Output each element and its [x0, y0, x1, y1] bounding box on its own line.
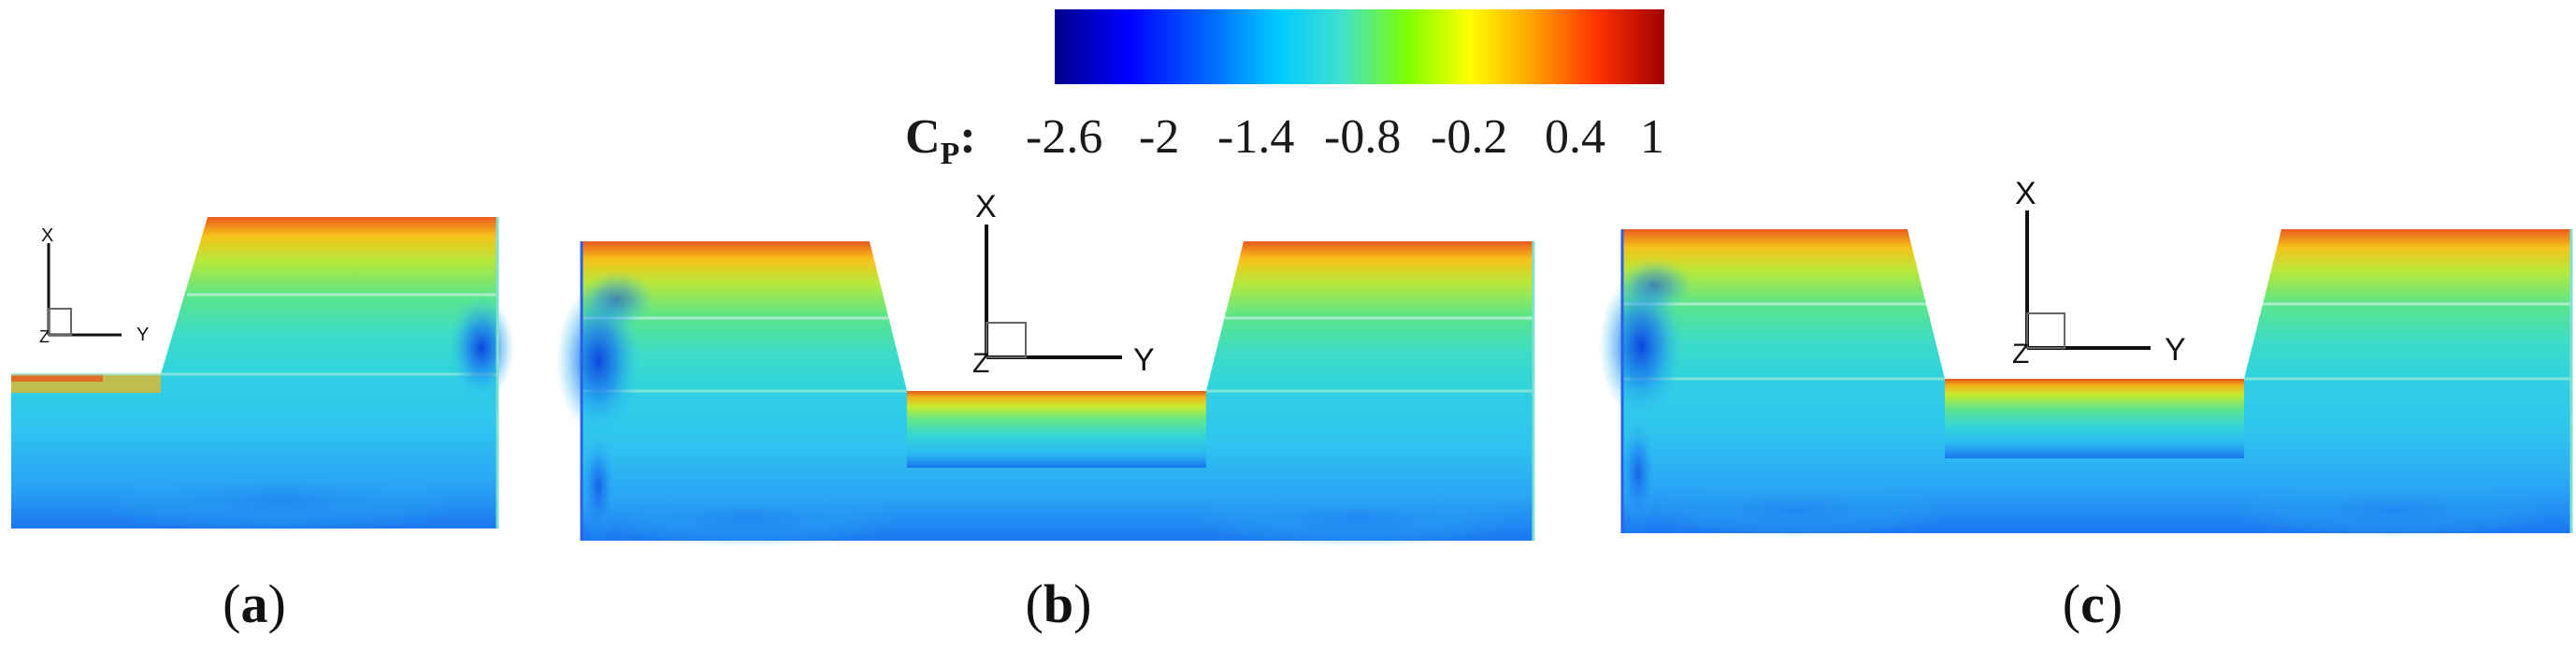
axis-z-label: Z: [972, 348, 989, 379]
colorbar: CP: -2.6 -2 -1.4 -0.8 -0.2 0.4 1: [905, 9, 1664, 171]
colorbar-tick: -1.4: [1217, 110, 1294, 164]
colorbar-tick: -0.8: [1324, 110, 1401, 164]
colorbar-tick: -2.6: [1026, 110, 1102, 164]
panel-a-contour: [11, 217, 514, 533]
axes-triad-c: X Y Z: [2012, 176, 2186, 369]
axis-y-label: Y: [2165, 332, 2186, 368]
axes-triad-a: X Y Z: [39, 225, 149, 346]
axis-y-label: Y: [1133, 342, 1155, 378]
axes-triad-b: X Y Z: [972, 189, 1155, 379]
colorbar-ticks: -2.6 -2 -1.4 -0.8 -0.2 0.4 1: [1026, 110, 1664, 164]
panel-label-b: (b): [1026, 573, 1092, 634]
panel-label-a: (a): [223, 573, 286, 634]
axis-x-label: X: [975, 189, 997, 225]
axis-x-label: X: [2015, 176, 2036, 211]
cp-label: CP:: [905, 110, 976, 171]
colorbar-tick: 1: [1640, 110, 1664, 164]
panel-label-c: (c): [2063, 573, 2123, 634]
colorbar-gradient: [1055, 9, 1664, 84]
panel-b-contour: [556, 241, 1535, 547]
colorbar-tick: -0.2: [1431, 110, 1507, 164]
panel-c-contour: [1599, 229, 2573, 538]
axis-y-label: Y: [137, 325, 149, 345]
axis-x-label: X: [41, 225, 53, 246]
colorbar-tick: 0.4: [1545, 110, 1605, 164]
colorbar-tick: -2: [1139, 110, 1179, 164]
axis-z-label: Z: [39, 327, 50, 346]
axis-z-label: Z: [2012, 339, 2029, 369]
